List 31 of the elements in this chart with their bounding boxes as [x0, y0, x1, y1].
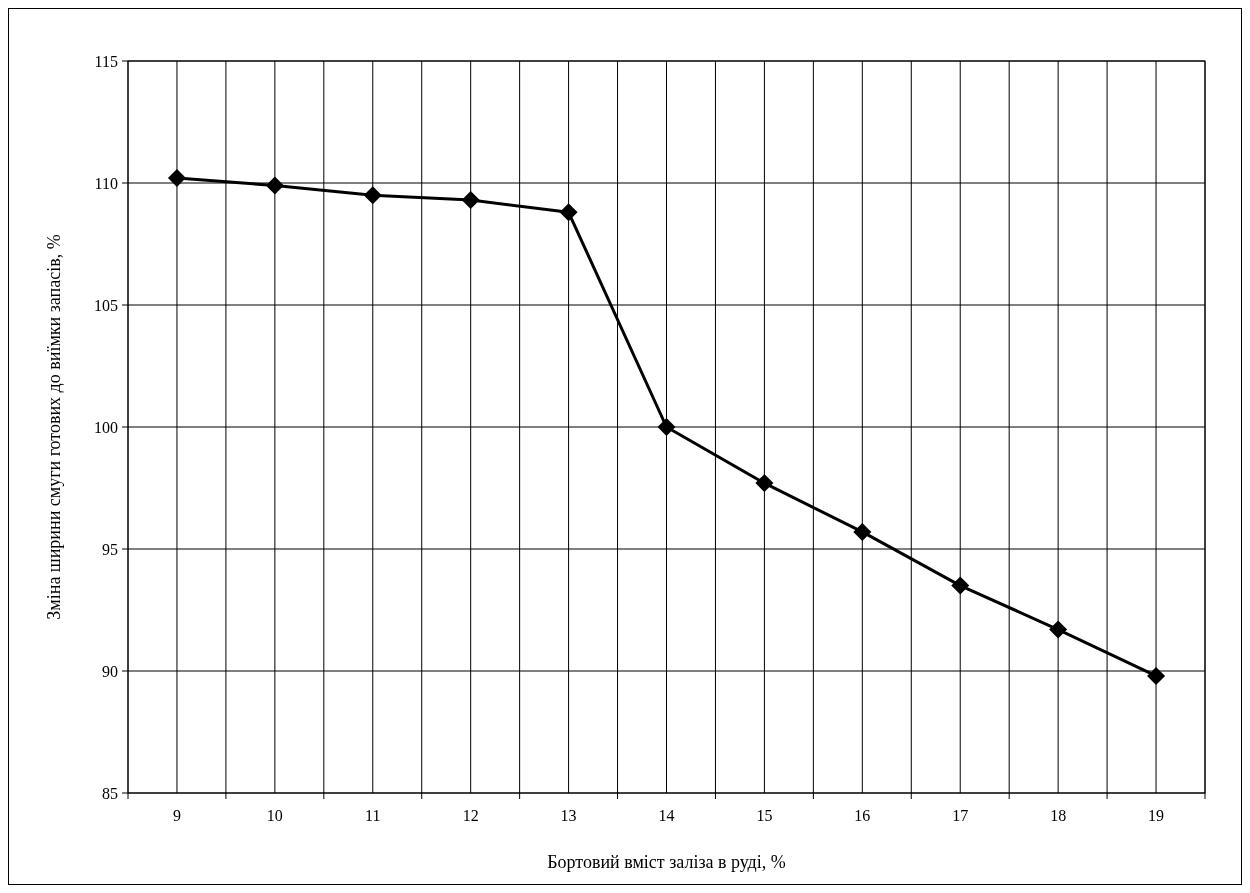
- x-tick-label: 10: [266, 807, 283, 824]
- point: [657, 418, 676, 436]
- point: [1147, 666, 1166, 685]
- y-tick-label: 110: [94, 174, 118, 192]
- point: [265, 176, 284, 195]
- y-tick-label: 115: [94, 52, 118, 70]
- point: [951, 576, 970, 595]
- point: [167, 169, 186, 188]
- x-tick-label: 14: [658, 807, 675, 824]
- x-tick-label: 11: [365, 807, 381, 824]
- y-tick-label: 100: [94, 418, 118, 436]
- point: [853, 522, 872, 541]
- point: [1049, 620, 1068, 639]
- x-tick-label: 12: [462, 807, 479, 824]
- x-tick-label: 19: [1148, 807, 1165, 824]
- y-tick-label: 85: [102, 784, 118, 802]
- y-tick-label: 90: [102, 662, 118, 680]
- x-tick-label: 13: [560, 807, 577, 824]
- point: [755, 474, 774, 493]
- y-tick-label: 95: [102, 540, 118, 558]
- y-axis-title: Зміна ширини смуги готових до виїмки запасів, %: [44, 234, 64, 620]
- x-tick-label: 9: [172, 807, 181, 824]
- point: [559, 203, 578, 222]
- y-tick-label: 105: [94, 296, 118, 314]
- x-tick-label: 16: [854, 807, 871, 824]
- point: [461, 191, 480, 210]
- x-axis-title: Бортовий вміст заліза в руді, %: [547, 852, 786, 872]
- x-tick-label: 15: [756, 807, 773, 824]
- point: [363, 186, 382, 205]
- x-tick-label: 17: [952, 807, 969, 824]
- x-tick-label: 18: [1050, 807, 1067, 824]
